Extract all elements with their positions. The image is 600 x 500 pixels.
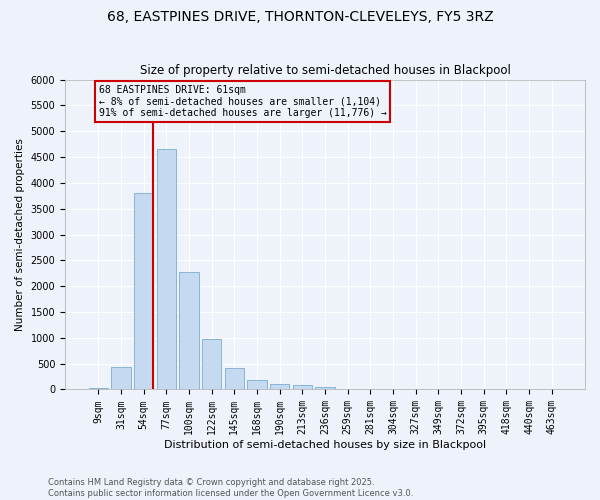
X-axis label: Distribution of semi-detached houses by size in Blackpool: Distribution of semi-detached houses by …: [164, 440, 486, 450]
Bar: [224, 368, 244, 390]
Bar: [179, 272, 199, 390]
Bar: [338, 389, 358, 390]
Bar: [157, 150, 176, 390]
Title: Size of property relative to semi-detached houses in Blackpool: Size of property relative to semi-detach…: [140, 64, 511, 77]
Text: 68 EASTPINES DRIVE: 61sqm
← 8% of semi-detached houses are smaller (1,104)
91% o: 68 EASTPINES DRIVE: 61sqm ← 8% of semi-d…: [98, 84, 386, 118]
Y-axis label: Number of semi-detached properties: Number of semi-detached properties: [15, 138, 25, 331]
Bar: [316, 387, 335, 390]
Bar: [112, 366, 131, 390]
Bar: [134, 193, 153, 390]
Bar: [89, 388, 108, 390]
Bar: [293, 386, 312, 390]
Bar: [270, 384, 289, 390]
Bar: [202, 339, 221, 390]
Text: Contains HM Land Registry data © Crown copyright and database right 2025.
Contai: Contains HM Land Registry data © Crown c…: [48, 478, 413, 498]
Bar: [247, 380, 266, 390]
Text: 68, EASTPINES DRIVE, THORNTON-CLEVELEYS, FY5 3RZ: 68, EASTPINES DRIVE, THORNTON-CLEVELEYS,…: [107, 10, 493, 24]
